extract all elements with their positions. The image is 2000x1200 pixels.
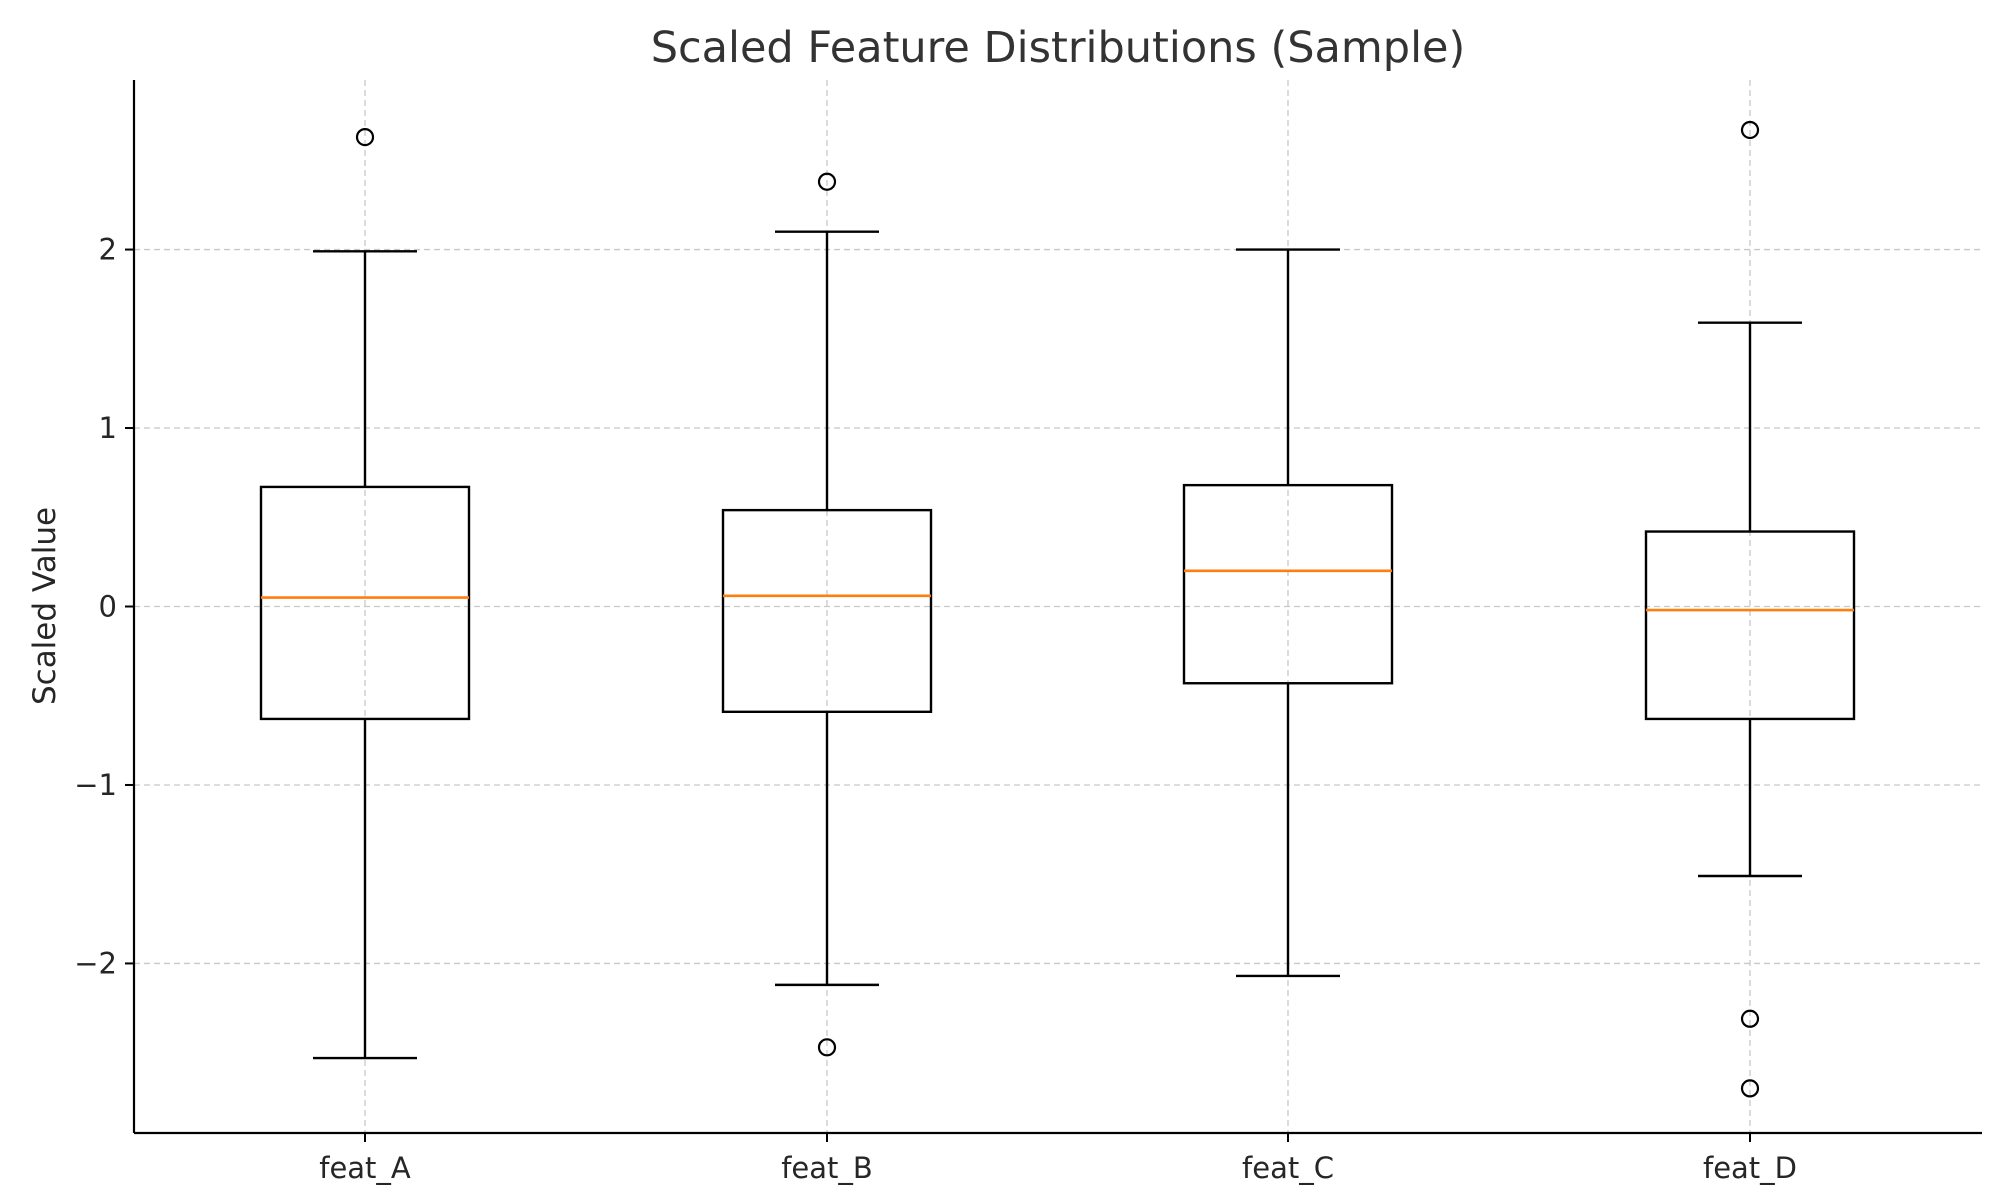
x-tick-label: feat_D (1703, 1151, 1797, 1185)
x-tick-label: feat_A (319, 1151, 411, 1185)
tick-labels: −2 −1 0 1 2 feat_A feat_B feat_C feat_D (74, 233, 1797, 1185)
y-axis-label: Scaled Value (27, 507, 63, 705)
y-tick-label: 2 (99, 233, 117, 267)
y-tick-label: −2 (74, 946, 117, 980)
y-tick-label: 1 (99, 411, 117, 445)
grid-lines (134, 80, 1982, 1133)
iqr-box (721, 508, 933, 713)
box-layer (259, 120, 1856, 1098)
y-tick-label: −1 (74, 768, 117, 802)
axes (125, 80, 1982, 1142)
outlier-point (817, 172, 837, 191)
outlier-point (817, 1038, 837, 1057)
outlier-point (1740, 1079, 1760, 1098)
iqr-box (259, 485, 471, 721)
outlier-point (1740, 1009, 1760, 1028)
outlier-point (1740, 120, 1760, 140)
x-tick-label: feat_C (1242, 1151, 1334, 1185)
x-tick-label: feat_B (781, 1151, 873, 1185)
chart-title: Scaled Feature Distributions (Sample) (651, 23, 1466, 73)
iqr-box (1182, 483, 1394, 685)
outlier-point (355, 128, 375, 147)
y-tick-label: 0 (99, 590, 117, 624)
iqr-box (1644, 530, 1856, 721)
